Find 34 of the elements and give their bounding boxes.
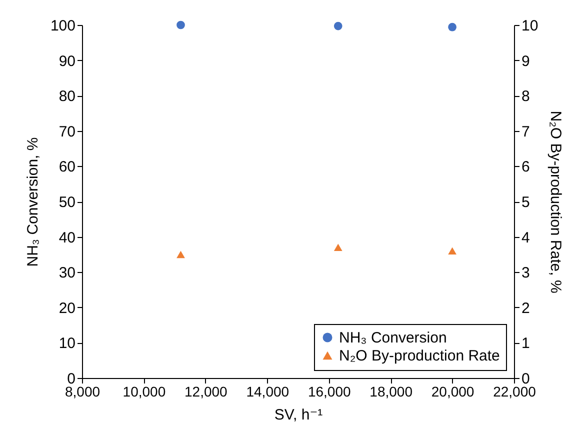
y2-tick-label: 2 — [522, 300, 530, 317]
y2-tick-label: 7 — [522, 123, 530, 140]
y2-tick-label: 9 — [522, 52, 530, 70]
x-tick-label: 12,000 — [184, 384, 228, 400]
y-tick-label: 80 — [58, 88, 76, 106]
y-tick-label: 60 — [58, 158, 76, 176]
x-tick-label: 18,000 — [370, 384, 413, 400]
x-axis-title: SV, h⁻¹ — [274, 406, 323, 424]
y2-tick-label: 6 — [522, 158, 530, 176]
point — [448, 247, 456, 255]
y-tick-label: 10 — [58, 335, 76, 352]
y-tick-label: 100 — [50, 18, 76, 34]
x-tick-label: 10,000 — [122, 384, 166, 400]
x-tick-label: 20,000 — [431, 384, 474, 400]
y-tick-label: 50 — [58, 194, 76, 211]
y2-tick-label: 3 — [522, 264, 530, 282]
y-tick-label: 70 — [58, 123, 76, 140]
y2-tick-label: 8 — [522, 88, 530, 106]
x-tick-label: 16,000 — [308, 384, 351, 400]
legend-label: N₂O By-production Rate — [339, 348, 500, 364]
y-tick-label: 90 — [58, 52, 76, 70]
y2-tick-label: 1 — [522, 335, 530, 352]
y-tick-label: 40 — [58, 229, 76, 246]
legend-label: NH₃ Conversion — [339, 330, 447, 346]
y-axis-title: NH₃ Conversion, % — [24, 137, 42, 267]
y-tick-label: 30 — [58, 264, 76, 282]
point — [176, 250, 185, 258]
y2-tick-label: 10 — [522, 18, 538, 34]
y-tick-label: 20 — [58, 300, 76, 317]
y2-tick-label: 5 — [522, 194, 530, 211]
y2-tick-label: 4 — [522, 229, 530, 246]
x-tick-label: 14,000 — [246, 384, 290, 400]
point — [334, 244, 342, 252]
y2-axis-title: N₂O By-production Rate, % — [547, 110, 564, 294]
